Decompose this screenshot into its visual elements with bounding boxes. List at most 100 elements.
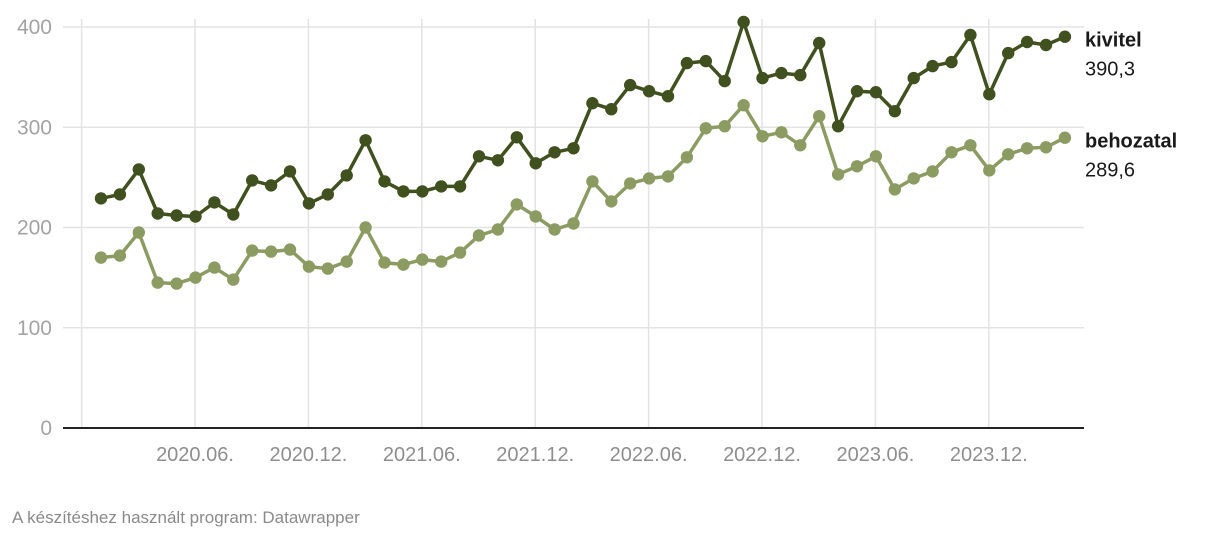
data-point-kivitel <box>1002 46 1015 60</box>
data-point-behozatal <box>548 223 561 236</box>
data-point-behozatal <box>246 244 259 257</box>
data-point-kivitel <box>397 185 410 198</box>
data-point-behozatal <box>378 256 391 269</box>
data-point-behozatal <box>718 120 731 133</box>
data-point-kivitel <box>529 157 542 170</box>
data-point-kivitel <box>472 150 486 163</box>
series-label-behozatal: behozatal <box>1085 131 1177 153</box>
data-point-behozatal <box>737 99 750 112</box>
x-tick-label: 2023.06. <box>836 444 914 466</box>
data-point-behozatal <box>756 130 769 143</box>
y-tick-label: 400 <box>17 16 52 39</box>
data-point-behozatal <box>661 170 675 183</box>
data-point-behozatal <box>264 245 278 258</box>
data-point-kivitel <box>624 78 637 92</box>
data-point-behozatal <box>907 172 920 185</box>
data-point-kivitel <box>642 85 656 98</box>
data-point-kivitel <box>586 97 599 110</box>
data-point-kivitel <box>567 142 580 155</box>
data-point-behozatal <box>850 160 864 173</box>
series-line-kivitel <box>99 20 1067 219</box>
y-tick-label: 200 <box>17 217 52 240</box>
data-point-behozatal <box>794 139 807 152</box>
series-value-label-kivitel: 390,3 <box>1085 59 1135 81</box>
data-point-behozatal <box>680 151 694 164</box>
data-point-behozatal <box>94 251 108 264</box>
data-point-kivitel <box>491 154 505 167</box>
data-point-kivitel <box>1039 38 1053 52</box>
data-point-kivitel <box>888 105 901 118</box>
data-point-kivitel <box>208 196 221 209</box>
series-layer <box>94 15 1072 290</box>
data-point-kivitel <box>340 169 353 182</box>
data-point-kivitel <box>359 134 372 147</box>
series-label-kivitel: kivitel <box>1085 30 1142 52</box>
data-point-behozatal <box>624 177 637 190</box>
data-point-kivitel <box>680 56 694 70</box>
data-point-behozatal <box>151 276 164 289</box>
data-point-behozatal <box>945 146 958 159</box>
x-tick-label: 2021.06. <box>383 444 461 466</box>
data-point-kivitel <box>699 54 712 68</box>
data-point-kivitel <box>813 36 826 50</box>
data-point-kivitel <box>794 68 807 82</box>
data-point-kivitel <box>605 103 618 116</box>
data-point-behozatal <box>964 139 977 152</box>
data-point-kivitel <box>756 71 769 85</box>
data-point-behozatal <box>869 150 883 163</box>
data-point-kivitel <box>416 185 429 198</box>
data-point-behozatal <box>813 110 826 123</box>
data-point-kivitel <box>170 209 183 222</box>
data-point-kivitel <box>775 66 788 80</box>
data-point-behozatal <box>510 198 523 211</box>
data-point-kivitel <box>926 59 939 73</box>
data-point-behozatal <box>302 260 316 273</box>
data-point-kivitel <box>1058 30 1072 43</box>
data-point-kivitel <box>737 15 750 29</box>
data-point-kivitel <box>435 180 448 193</box>
data-point-behozatal <box>491 223 505 236</box>
data-point-kivitel <box>907 71 920 85</box>
data-point-behozatal <box>529 210 542 223</box>
data-point-kivitel <box>283 165 297 178</box>
data-point-kivitel <box>869 86 883 99</box>
data-point-behozatal <box>416 253 429 266</box>
data-point-behozatal <box>321 262 334 275</box>
data-point-behozatal <box>435 255 448 268</box>
data-point-kivitel <box>548 146 561 159</box>
data-point-behozatal <box>189 271 202 284</box>
data-point-behozatal <box>340 255 353 268</box>
data-point-behozatal <box>132 226 145 239</box>
data-point-kivitel <box>94 192 108 205</box>
data-point-kivitel <box>453 180 467 193</box>
y-tick-label: 300 <box>17 116 52 139</box>
data-point-kivitel <box>964 28 977 42</box>
data-point-behozatal <box>397 258 410 271</box>
data-point-kivitel <box>264 179 278 192</box>
data-point-kivitel <box>945 55 958 69</box>
data-point-kivitel <box>151 207 164 220</box>
data-point-behozatal <box>699 122 712 135</box>
x-tick-labels: 2020.06. 2020.12. 2021.06. 2021.12. 2022.06.… <box>156 444 1028 466</box>
credit-text: A készítéshez használt program: Datawrap… <box>12 508 360 527</box>
data-point-behozatal <box>605 195 618 208</box>
data-point-behozatal <box>926 165 939 178</box>
data-point-kivitel <box>227 208 240 221</box>
data-point-kivitel <box>1020 35 1034 49</box>
y-gridlines <box>63 26 1084 329</box>
data-point-kivitel <box>189 210 202 223</box>
data-point-behozatal <box>775 126 788 139</box>
data-point-behozatal <box>888 183 901 196</box>
data-point-behozatal <box>170 277 183 290</box>
x-gridlines <box>80 19 990 428</box>
y-tick-label: 100 <box>17 317 52 340</box>
data-point-behozatal <box>283 243 297 256</box>
x-tick-label: 2020.06. <box>156 444 234 466</box>
series-end-labels: kivitel 390,3 behozatal 289,6 <box>1085 30 1177 182</box>
data-point-kivitel <box>850 85 864 98</box>
series-kivitel <box>94 15 1072 223</box>
data-point-kivitel <box>132 163 145 176</box>
series-value-label-behozatal: 289,6 <box>1085 160 1135 182</box>
data-point-kivitel <box>510 131 523 144</box>
data-point-kivitel <box>113 188 127 201</box>
